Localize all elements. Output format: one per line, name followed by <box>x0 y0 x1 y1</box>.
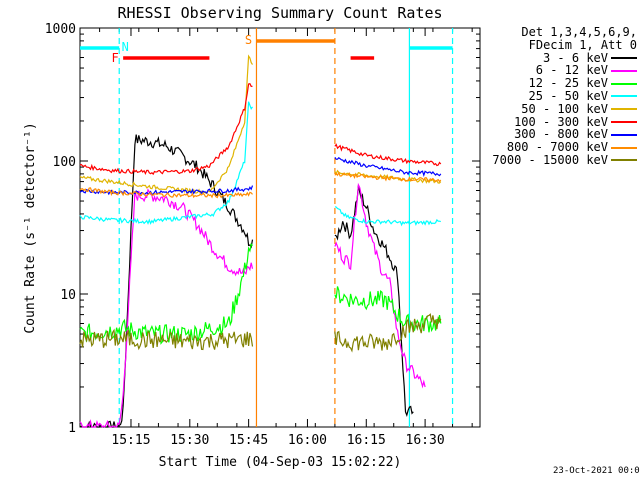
y-tick-label: 100 <box>53 155 76 170</box>
legend-entry: 800 - 7000 keV <box>482 141 637 154</box>
legend-header-line-1: Det 1,3,4,5,6,9, <box>521 25 637 39</box>
x-tick-label: 16:00 <box>288 433 327 448</box>
legend-entry: 12 - 25 keV <box>482 77 637 90</box>
legend-swatch <box>611 108 637 111</box>
flag-label: F <box>112 51 119 65</box>
flag-label: N <box>122 40 129 54</box>
plot-frame <box>79 27 481 428</box>
legend-entry: 300 - 800 keV <box>482 128 637 141</box>
x-tick-label: 16:30 <box>406 433 445 448</box>
y-tick-label: 10 <box>60 288 76 303</box>
legend-entry: 3 - 6 keV <box>482 50 637 65</box>
series-line-100-300-kev <box>79 83 253 176</box>
legend-entry: 50 - 100 keV <box>482 101 637 116</box>
series-line-12-25-kev <box>79 242 253 345</box>
series-line-6-12-kev-post-gap <box>334 182 426 389</box>
legend-swatch <box>611 133 637 136</box>
series-line-3-6-kev <box>79 134 254 428</box>
legend-label: 800 - 7000 keV <box>506 140 608 155</box>
series-line-12-25-kev-post-gap <box>334 286 442 333</box>
series-line-300-800-kev <box>79 185 254 196</box>
series-line-7000-15000-kev-post-gap <box>334 313 442 353</box>
timestamp: 23-Oct-2021 00:07 <box>553 466 640 476</box>
series-line-25-50-kev <box>79 101 253 225</box>
flag-label: S <box>245 33 252 47</box>
legend-swatch <box>611 146 637 149</box>
series-line-800-7000-kev-post-gap <box>334 171 442 183</box>
legend-entry: 100 - 300 keV <box>482 114 637 129</box>
legend-swatch <box>611 69 637 72</box>
y-axis-label: Count Rate (s⁻¹ detector⁻¹) <box>23 122 38 333</box>
x-tick-label: 15:15 <box>111 433 150 448</box>
legend-label: 3 - 6 keV <box>542 50 608 65</box>
series-line-7000-15000-kev <box>79 328 254 351</box>
x-axis-label: Start Time (04-Sep-03 15:02:22) <box>159 455 402 470</box>
y-tick-label: 1 <box>68 421 76 436</box>
series-line-300-800-kev-post-gap <box>334 156 442 177</box>
legend-swatch <box>611 56 637 59</box>
chart-title: RHESSI Observing Summary Count Rates <box>117 4 442 22</box>
legend-swatch <box>611 82 637 85</box>
y-tick-label: 1000 <box>45 22 76 37</box>
flag-annotations: NF S <box>80 28 454 427</box>
x-tick-label: 15:30 <box>170 433 209 448</box>
series-line-6-12-kev <box>79 188 254 428</box>
series-line-25-50-kev-post-gap <box>334 206 441 227</box>
legend-label: 100 - 300 keV <box>514 114 608 129</box>
axis-ticks: 15:15 15:30 15:45 16:00 16:15 16:30 1 10 100 1000 <box>45 22 480 448</box>
series-line-50-100-kev <box>79 54 254 195</box>
legend-label: 7000 - 15000 keV <box>492 152 608 167</box>
series-line-800-7000-kev <box>79 187 253 199</box>
legend-swatch <box>611 159 637 162</box>
legend-swatch <box>611 120 637 123</box>
legend-rows: 3 - 6 keV 6 - 12 keV 12 - 25 keV 25 - 50 ke… <box>482 50 637 167</box>
legend-label: 50 - 100 keV <box>521 101 608 116</box>
legend-label: 25 - 50 keV <box>528 88 608 103</box>
legend-entry: 25 - 50 keV <box>482 90 637 103</box>
series-line-100-300-kev-post-gap <box>334 143 442 167</box>
legend-swatch <box>611 95 637 98</box>
legend-label: 300 - 800 keV <box>514 127 608 142</box>
legend-label: 12 - 25 keV <box>528 76 608 91</box>
series-group <box>79 54 442 428</box>
legend-entry: 7000 - 15000 keV <box>482 154 637 167</box>
x-tick-label: 15:45 <box>229 433 268 448</box>
legend-entry: 6 - 12 keV <box>482 64 637 77</box>
legend: Det 1,3,4,5,6,9, FDecim 1, Att 0 3 - 6 k… <box>482 26 637 167</box>
x-tick-label: 16:15 <box>347 433 386 448</box>
legend-header-line-2: FDecim 1, Att 0 <box>528 37 637 52</box>
legend-label: 6 - 12 keV <box>535 63 608 78</box>
